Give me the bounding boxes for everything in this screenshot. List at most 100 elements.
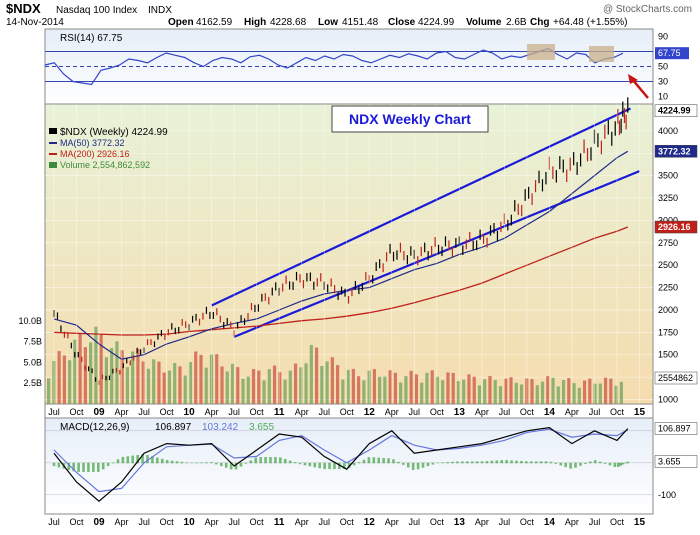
macd-hist-bar (269, 457, 272, 464)
volume-bar (167, 370, 172, 404)
date-tick-bottom: Jul (138, 517, 150, 527)
volume-bar (325, 361, 329, 404)
volume-bar (267, 369, 271, 404)
date-tick: Oct (340, 407, 355, 417)
macd-hist-bar (244, 462, 248, 464)
red-arrow (628, 74, 649, 99)
macd-hist-bar (67, 462, 71, 470)
macd-hist-bar (515, 460, 518, 464)
macd-hist-bar (210, 462, 213, 464)
macd-hist-bar (215, 462, 218, 465)
date-tick: 10 (184, 407, 196, 418)
date-tick: 09 (93, 407, 105, 418)
macd-hist-bar (539, 461, 543, 464)
macd-hist-bar (465, 461, 469, 464)
rsi-tick: 90 (658, 32, 668, 42)
date-tick: Jul (499, 407, 511, 417)
date-tick-bottom: Oct (430, 517, 445, 527)
volume-bar (399, 382, 403, 404)
macd-hist-bar (510, 460, 513, 464)
volume-bar (47, 378, 51, 404)
macd-hist-bar (288, 460, 292, 464)
macd-hist-bar (475, 461, 479, 464)
macd-hist-bar (347, 462, 351, 468)
macd-hist-bar (101, 462, 105, 470)
volume-bar (561, 379, 566, 404)
macd-hist-bar (313, 462, 317, 468)
macd-hist-bar (446, 462, 449, 464)
volume-bar (514, 382, 518, 404)
price-panel (44, 103, 654, 405)
volume-bar (115, 341, 119, 404)
macd-hist-bar (323, 462, 326, 470)
macd-hist-bar (436, 462, 440, 464)
volume-bar (57, 351, 61, 404)
date-tick: Jul (138, 407, 150, 417)
volume-bar (110, 348, 114, 404)
macd-hist-bar (387, 458, 390, 464)
macd-hist-bar (621, 462, 625, 465)
macd-hist-bar (495, 460, 499, 464)
volume-bar (62, 355, 66, 404)
rsi-last-value: 67.75 (658, 48, 681, 58)
macd-hist-bar (367, 457, 371, 464)
volume-bar (204, 367, 208, 404)
macd-hist-bar (377, 457, 381, 464)
volume-bar (472, 376, 476, 404)
macd-hist-bar (480, 461, 484, 464)
price-layer: 4000375035003250300027502500225020001750… (18, 97, 698, 405)
volume-bar (588, 378, 592, 404)
volume-bar (278, 372, 282, 404)
volume-bar (519, 384, 524, 404)
high-value: 4228.68 (270, 17, 307, 28)
macd-hist-bar (549, 461, 553, 464)
date-tick-bottom: 12 (364, 517, 376, 528)
volume-bar (388, 370, 392, 404)
macd-hist-bar (559, 462, 563, 466)
macd-hist-bar (234, 462, 238, 470)
legend-ma200: MA(200) 2926.16 (60, 149, 130, 159)
volume-bar (89, 342, 93, 404)
volume-bar (136, 348, 140, 404)
volume-tick: 2.5B (23, 378, 42, 388)
date-tick-bottom: 15 (634, 517, 646, 528)
volume-bar (530, 379, 534, 404)
macd-hist-bar (146, 455, 149, 464)
macd-legend-value: 106.897 (155, 422, 192, 433)
high-label: High (244, 17, 266, 28)
symbol: $NDX (6, 1, 41, 16)
volume-bar (320, 366, 324, 404)
volume-bar (451, 372, 455, 404)
volume-bar (546, 376, 550, 404)
volume-bar (125, 367, 130, 404)
macd-hist-bar (92, 462, 95, 472)
macd-hist-bar (441, 462, 444, 464)
volume-bar (241, 378, 245, 404)
date-tick: Oct (520, 407, 535, 417)
macd-hist-bar (328, 462, 331, 470)
macd-hist-bar (574, 462, 577, 468)
volume-bar (540, 381, 545, 404)
price-legend: $NDX (Weekly) 4224.99 MA(50) 3772.32 MA(… (49, 127, 168, 170)
macd-hist-bar (544, 461, 548, 464)
volume-bar (251, 369, 256, 404)
volume-bar (357, 376, 361, 404)
macd-hist-bar (57, 462, 61, 468)
last-ma50-value: 3772.32 (658, 146, 691, 156)
macd-hist-bar (308, 462, 312, 467)
macd-hist-bar (342, 462, 346, 470)
volume-value: 2.6B (506, 17, 527, 28)
price-tick: 3000 (658, 215, 678, 225)
volume-bar (430, 370, 434, 404)
date-tick-bottom: Apr (475, 517, 489, 527)
macd-hist-bar (529, 461, 533, 464)
date-tick: Apr (205, 407, 219, 417)
volume-bar (493, 379, 497, 404)
date-tick-bottom: Oct (250, 517, 265, 527)
rsi-tick: 30 (658, 77, 668, 87)
macd-hist-bar (416, 462, 420, 470)
channel-upper-line (211, 107, 631, 307)
date-tick-bottom: 11 (274, 517, 285, 528)
macd-legend: MACD(12,26,9) 106.897 103.242 3.655 (60, 422, 274, 433)
